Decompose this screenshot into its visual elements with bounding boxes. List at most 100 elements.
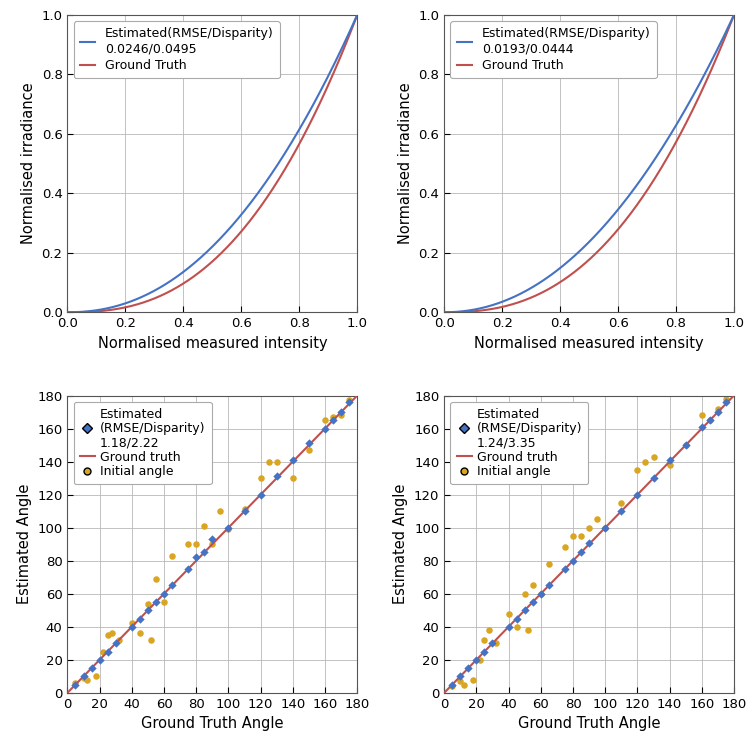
Point [631,489,643,501]
Point [696,409,708,421]
X-axis label: Normalised measured intensity: Normalised measured intensity [474,336,704,351]
Point [511,621,523,633]
Y-axis label: Normalised irradiance: Normalised irradiance [398,83,413,244]
Point [190,538,202,550]
Point [535,588,547,600]
Point [327,411,339,423]
Point [575,530,587,542]
Point [599,522,611,533]
Point [720,393,732,405]
Point [462,662,474,674]
Point [527,580,539,592]
Point [214,505,226,517]
Y-axis label: Estimated Angle: Estimated Angle [16,484,31,604]
Point [704,414,716,426]
Point [126,618,138,630]
Point [640,456,652,468]
Point [142,604,154,616]
Point [319,422,331,434]
Point [583,522,595,533]
Point [335,409,347,421]
Point [287,472,299,484]
Point [664,459,676,471]
Point [198,520,210,532]
Point [85,662,97,674]
Point [470,654,482,666]
Point [206,538,218,550]
Point [490,637,502,649]
Point [467,673,479,685]
Point [150,596,162,608]
Point [206,533,218,545]
Point [190,551,202,563]
Point [158,588,170,600]
Point [473,654,485,666]
Point [166,580,178,592]
Point [599,522,611,533]
Point [263,456,275,468]
X-axis label: Normalised measured intensity: Normalised measured intensity [97,336,327,351]
Point [158,596,170,608]
Point [303,437,315,449]
Point [102,629,114,641]
Point [479,634,491,646]
Point [335,406,347,418]
Point [535,588,547,600]
Point [303,444,315,456]
Point [77,670,89,682]
Y-axis label: Estimated Angle: Estimated Angle [393,484,408,604]
Point [446,680,458,692]
Point [134,627,146,639]
Point [712,403,724,415]
Point [238,505,250,517]
X-axis label: Ground Truth Angle: Ground Truth Angle [518,716,661,732]
Point [543,558,555,570]
Point [255,472,267,484]
Point [81,673,93,685]
Point [559,542,571,554]
Point [519,588,531,600]
Point [270,471,282,483]
Point [145,634,157,646]
Point [522,624,534,636]
Point [77,672,89,684]
Point [567,530,579,542]
Point [543,580,555,592]
Point [255,489,267,501]
Point [198,547,210,559]
Y-axis label: Normalised irradiance: Normalised irradiance [21,83,36,244]
Point [270,456,282,468]
Point [487,637,499,649]
Point [94,654,106,666]
Legend: Estimated(RMSE/Disparity)
0.0193/0.0444, Ground Truth: Estimated(RMSE/Disparity) 0.0193/0.0444,… [450,21,657,78]
Point [102,646,114,658]
Point [680,439,692,451]
Point [458,679,470,691]
Point [70,679,82,691]
Point [150,573,162,585]
Point [483,624,495,636]
Point [182,538,194,550]
Point [446,679,458,691]
Point [527,596,539,608]
Point [109,637,121,649]
Point [631,464,643,476]
Point [91,670,103,682]
Point [134,612,146,624]
Point [97,646,109,658]
Point [567,555,579,567]
Point [106,627,118,639]
Point [327,414,339,426]
Point [664,454,676,466]
Legend: Estimated, (RMSE/Disparity), 1.18/2.22, Ground truth, Initial angle: Estimated, (RMSE/Disparity), 1.18/2.22, … [73,402,212,484]
Point [503,608,515,620]
Point [519,604,531,616]
Point [182,563,194,575]
Point [455,675,467,687]
Point [696,421,708,433]
Point [343,395,355,407]
Point [648,451,660,463]
Point [712,406,724,418]
Legend: Estimated, (RMSE/Disparity), 1.24/3.35, Ground truth, Initial angle: Estimated, (RMSE/Disparity), 1.24/3.35, … [450,402,589,484]
Legend: Estimated(RMSE/Disparity)
0.0246/0.0495, Ground Truth: Estimated(RMSE/Disparity) 0.0246/0.0495,… [73,21,280,78]
